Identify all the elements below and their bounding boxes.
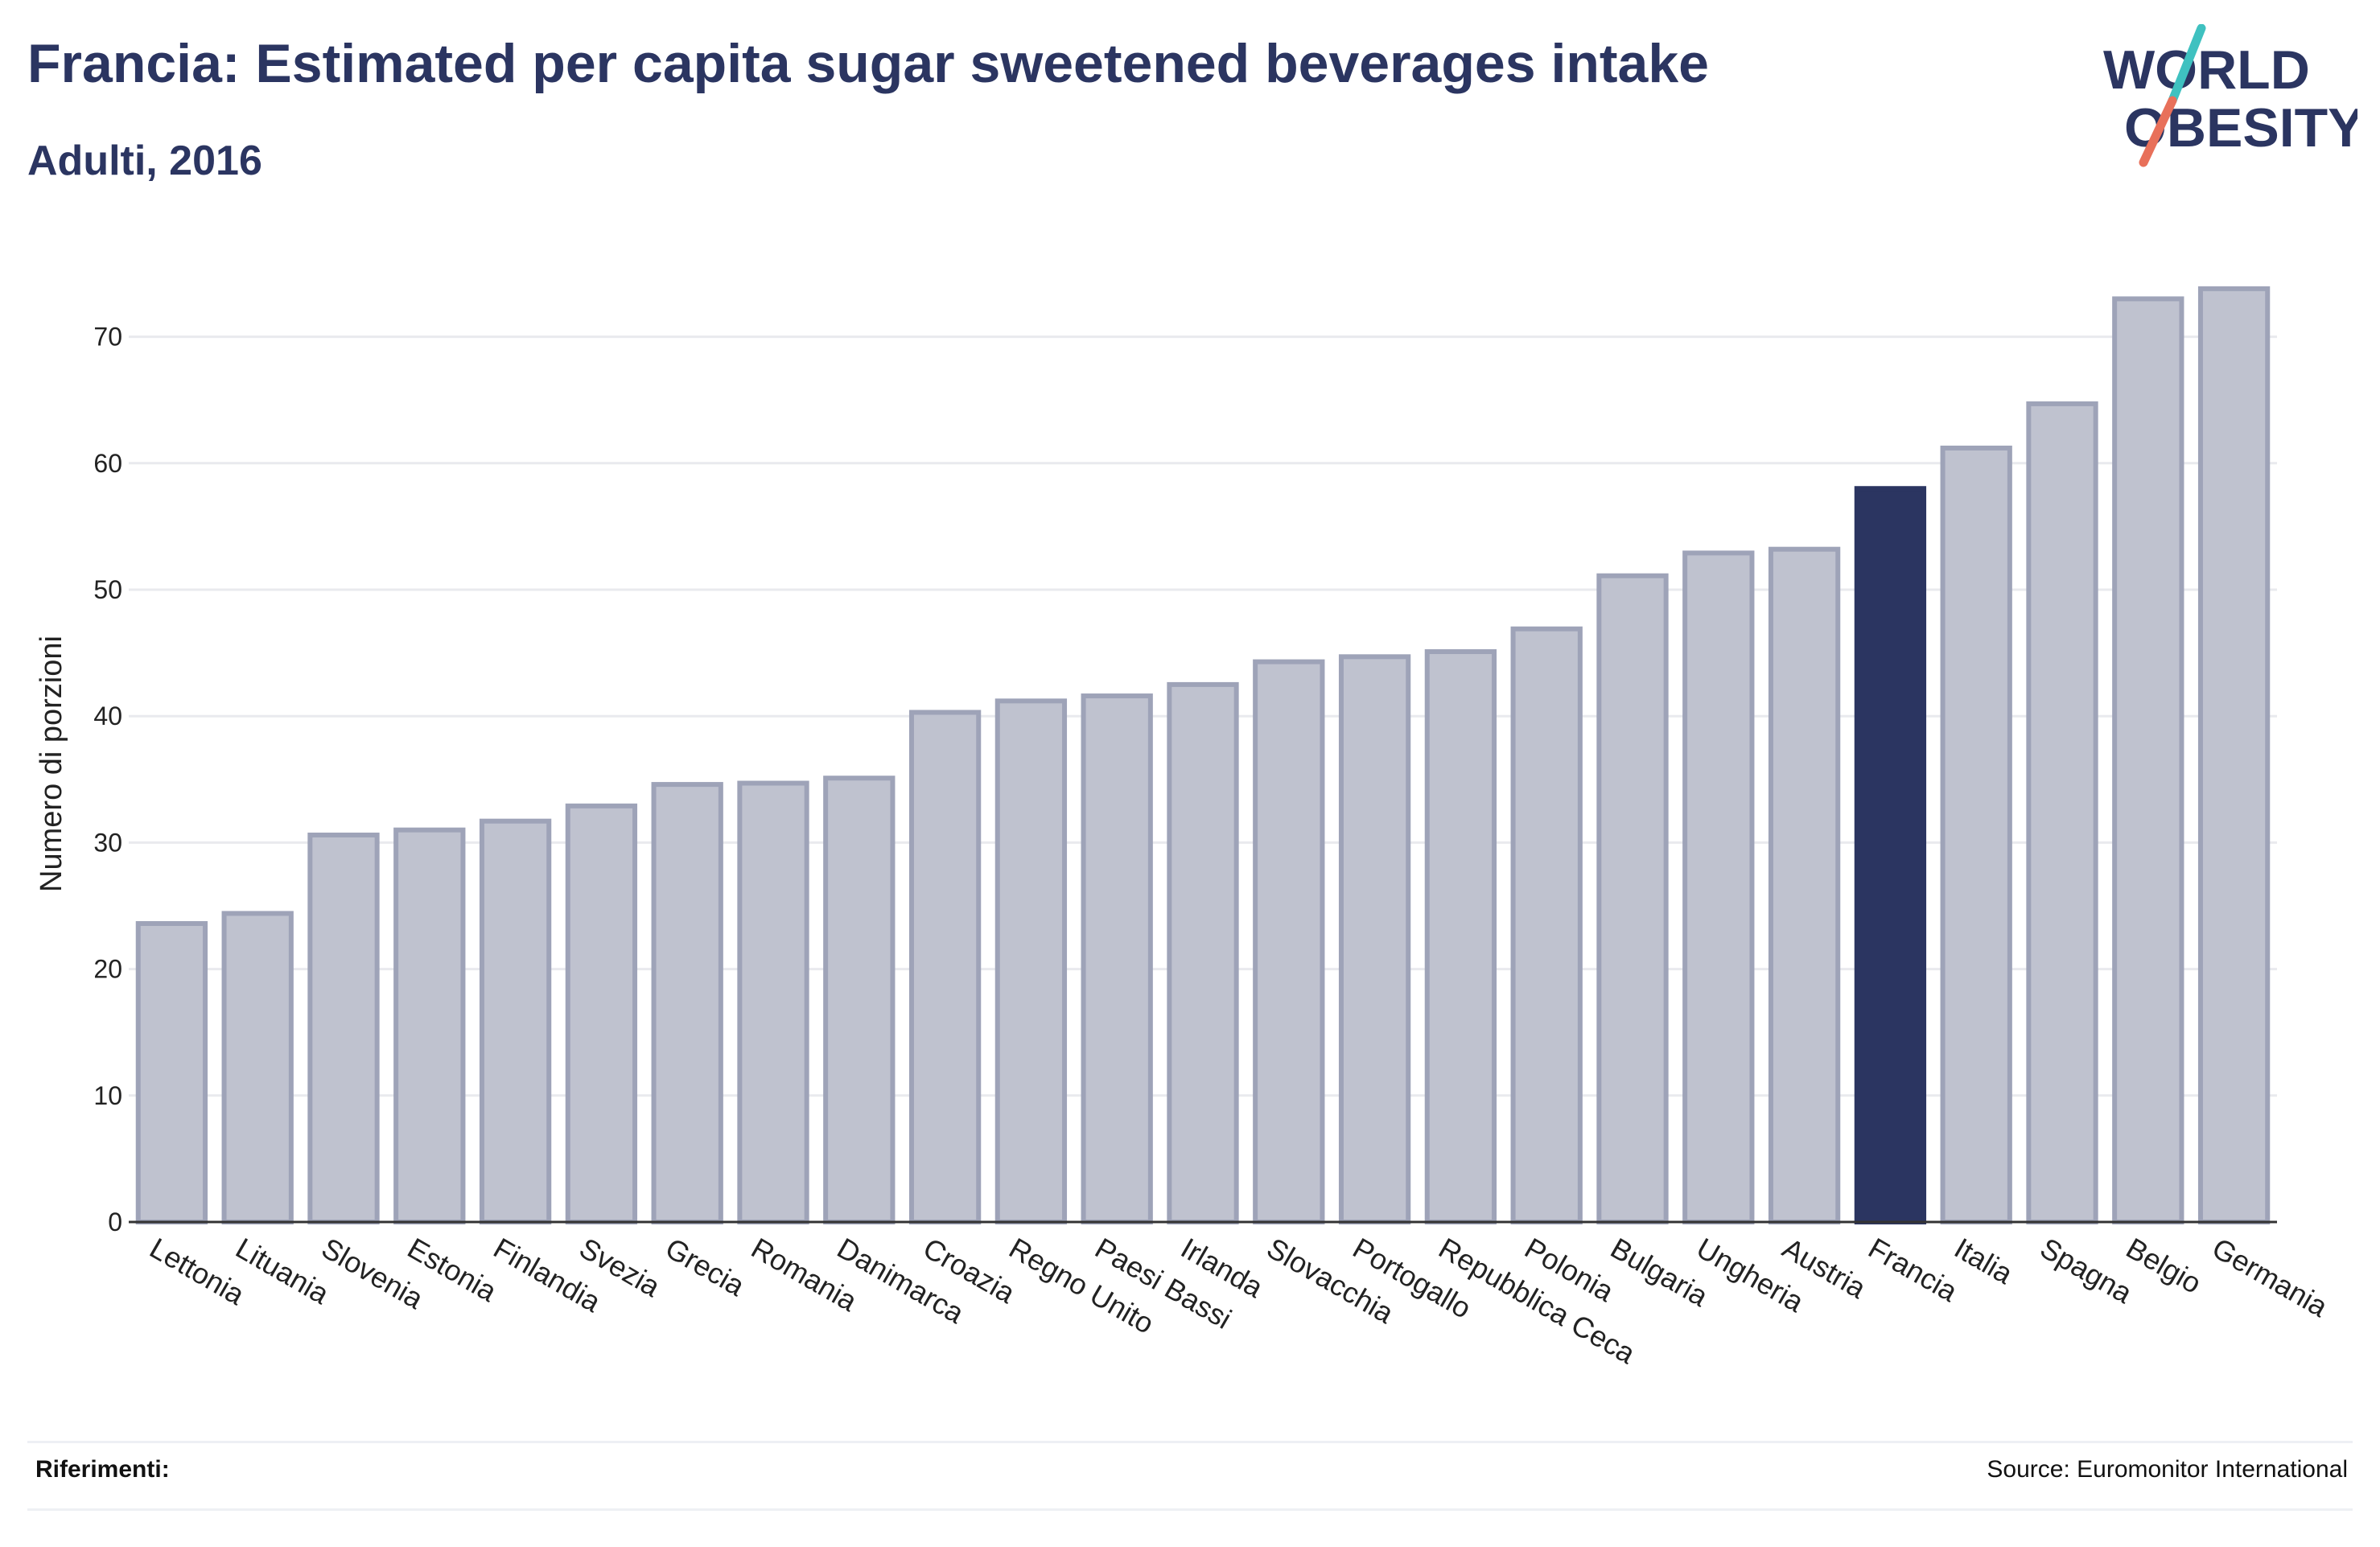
bar-slovenia	[307, 832, 380, 1225]
x-tick-label: Belgio	[2121, 1231, 2207, 1300]
bar-svezia	[565, 803, 638, 1224]
logo-text-world: WORLD	[2103, 39, 2310, 101]
footer-divider-bottom	[27, 1508, 2353, 1511]
x-tick-label: Germania	[2207, 1231, 2334, 1323]
bar-lituania	[221, 911, 294, 1224]
bar-grecia	[651, 782, 723, 1224]
y-tick-label: 60	[93, 449, 122, 478]
bar-estonia	[393, 827, 466, 1225]
x-tick-label: Bulgaria	[1605, 1231, 1715, 1313]
x-tick-label: Lituania	[230, 1231, 336, 1310]
bar-ungheria	[1682, 550, 1755, 1224]
bar-irlanda	[1167, 681, 1239, 1224]
bar-bulgaria	[1596, 573, 1669, 1224]
bar-repubblica-ceca	[1424, 649, 1497, 1224]
bar-belgio	[2112, 296, 2184, 1225]
references-label: Riferimenti:	[35, 1456, 170, 1483]
logo-slash-bottom	[2139, 96, 2177, 167]
bar-croazia	[908, 710, 982, 1224]
x-tick-label: Francia	[1863, 1231, 1963, 1308]
x-tick-label: Spagna	[2035, 1231, 2139, 1310]
bar-austria	[1768, 546, 1841, 1224]
bar-italia	[1940, 445, 2012, 1224]
x-tick-label: Lettonia	[144, 1231, 250, 1311]
chart-subtitle: Adulti, 2016	[27, 138, 262, 184]
bars	[135, 286, 2271, 1225]
bar-slovacchia	[1253, 659, 1325, 1224]
logo-slash-top	[2168, 24, 2206, 105]
bar-polonia	[1510, 626, 1583, 1224]
y-tick-label: 40	[93, 701, 122, 730]
x-tick-label: Grecia	[660, 1231, 751, 1302]
bar-finlandia	[479, 818, 552, 1225]
bar-danimarca	[823, 776, 896, 1224]
bar-spagna	[2026, 401, 2098, 1224]
y-tick-label: 70	[93, 323, 122, 352]
y-tick-label: 20	[93, 955, 122, 984]
bar-romania	[737, 780, 809, 1224]
y-axis-title: Numero di porzioni	[35, 636, 68, 892]
world-obesity-logo: WORLD OBESITY	[2103, 24, 2357, 167]
y-tick-label: 10	[93, 1081, 122, 1110]
bar-germania	[2197, 286, 2271, 1224]
footer-divider-top	[27, 1441, 2353, 1443]
y-tick-label: 30	[93, 828, 122, 857]
y-tick-label: 0	[108, 1208, 122, 1236]
chart-title: Francia: Estimated per capita sugar swee…	[27, 33, 1709, 94]
bar-paesi-bassi	[1081, 693, 1153, 1224]
source-text: Source: Euromonitor International	[1987, 1456, 2348, 1483]
bar-francia	[1854, 486, 1927, 1224]
bar-portogallo	[1338, 654, 1411, 1224]
y-tick-label: 50	[93, 575, 122, 604]
bar-lettonia	[135, 921, 208, 1225]
bar-regno-unito	[994, 698, 1068, 1224]
